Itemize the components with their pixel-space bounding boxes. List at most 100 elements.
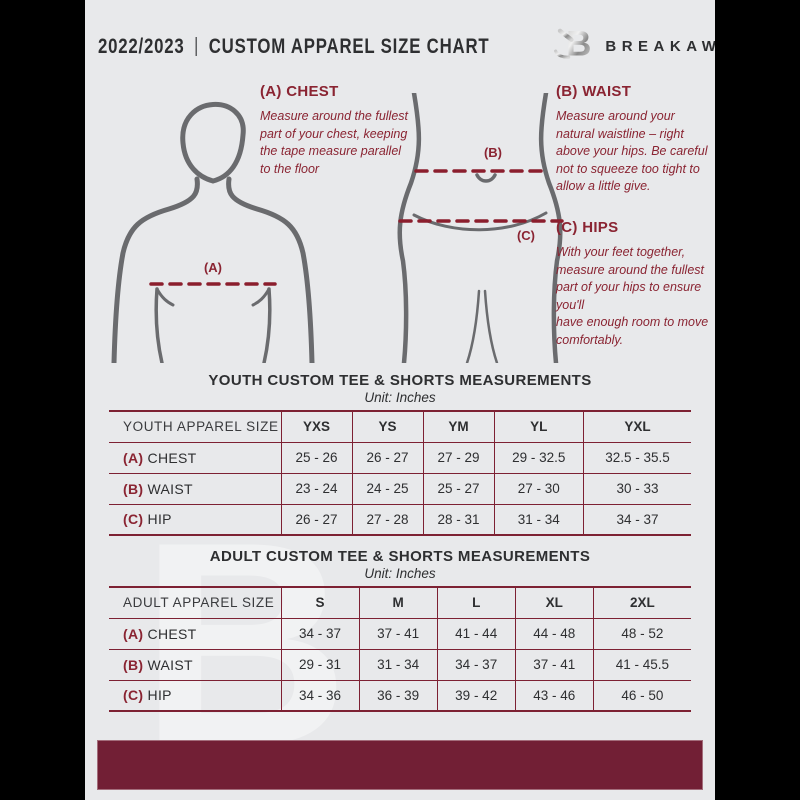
row-label-prefix: (B) [123,480,144,497]
waist-instruction-text: Measure around your natural waistline – … [556,109,708,193]
measurement-value-cell: 25 - 26 [280,442,352,474]
measurement-value-cell: 39 - 42 [436,680,516,711]
table-row: (A) CHEST 25 - 26 26 - 27 27 - 29 29 - 32.5 3… [109,442,691,474]
measurement-value-cell: 37 - 41 [514,649,594,681]
row-label-prefix: (B) [123,656,144,673]
row-label-text: HIP [147,511,172,528]
measurement-value-cell: 37 - 41 [358,618,438,650]
table-row: (B) WAIST 29 - 31 31 - 34 34 - 37 37 - 41 41 … [109,649,691,681]
measurement-diagrams: (A) (B) (C) (A) CHES [85,73,715,368]
size-column-header: 2XL [592,587,691,619]
row-label-prefix: (A) [123,449,144,466]
season-label: 2022/2023 [97,34,185,58]
table-row: (B) WAIST 23 - 24 24 - 25 25 - 27 27 - 30 30 … [109,473,691,505]
measurement-row-label: (C) HIP [109,680,281,711]
header-title-group: 2022/2023 | CUSTOM APPAREL SIZE CHART [98,35,490,59]
breakaway-b-logo-icon: B [553,24,595,69]
youth-table-section: YOUTH CUSTOM TEE & SHORTS MEASUREMENTS U… [85,372,715,536]
row-label-text: WAIST [147,656,193,673]
hips-instruction-block: (C) HIPS With your feet together, measur… [556,219,715,349]
size-column-header: M [358,587,438,619]
measurement-value-cell: 24 - 25 [351,473,423,505]
youth-size-table: YOUTH APPAREL SIZE YXS YS YM YL YXL (A) CHEST 2… [109,410,691,536]
measurement-value-cell: 32.5 - 35.5 [583,442,691,474]
measurement-value-cell: 23 - 24 [280,473,352,505]
adult-table-section: ADULT CUSTOM TEE & SHORTS MEASUREMENTS U… [85,548,715,712]
apparel-size-column-header: YOUTH APPAREL SIZE [109,411,281,443]
measurement-value-cell: 46 - 50 [592,680,691,711]
footer-bar [97,740,703,790]
measurement-value-cell: 25 - 27 [422,473,494,505]
page-header: 2022/2023 | CUSTOM APPAREL SIZE CHART [85,0,715,69]
table-row: (C) HIP 34 - 36 36 - 39 39 - 42 43 - 46 46 - … [109,680,691,711]
measurement-value-cell: 34 - 36 [280,680,360,711]
chest-line-label: (A) [204,260,222,275]
adult-table-title: ADULT CUSTOM TEE & SHORTS MEASUREMENTS [209,548,591,565]
measurement-value-cell: 43 - 46 [514,680,594,711]
measurement-row-label: (A) CHEST [109,618,281,650]
measurement-value-cell: 34 - 37 [583,504,691,535]
size-chart-page: B 2022/2023 | CUSTOM APPAREL SIZE CHART [85,0,715,800]
measurement-value-cell: 26 - 27 [351,442,423,474]
table-row: (C) HIP 26 - 27 27 - 28 28 - 31 31 - 34 34 - … [109,504,691,535]
row-label-text: CHEST [147,449,197,466]
table-row: (A) CHEST 34 - 37 37 - 41 41 - 44 44 - 48 48 … [109,618,691,650]
measurement-value-cell: 30 - 33 [583,473,691,505]
size-column-header: YS [351,411,423,443]
svg-text:B: B [567,24,592,63]
waist-hips-figure: (B) (C) [390,90,570,368]
youth-table-unit: Unit: Inches [364,390,436,405]
measurement-value-cell: 31 - 34 [493,504,584,535]
page-title: CUSTOM APPAREL SIZE CHART [208,34,490,58]
measurement-value-cell: 41 - 44 [436,618,516,650]
measurement-row-label: (A) CHEST [109,442,281,474]
row-label-prefix: (A) [123,625,144,642]
adult-table-unit: Unit: Inches [364,566,436,581]
chest-instruction-title: (A) CHEST [260,83,339,100]
row-label-prefix: (C) [123,687,144,704]
apparel-size-column-header: ADULT APPAREL SIZE [109,587,281,619]
size-column-header: XL [514,587,594,619]
measurement-value-cell: 29 - 31 [280,649,360,681]
measurement-value-cell: 28 - 31 [422,504,494,535]
measurement-row-label: (C) HIP [109,504,281,535]
row-label-text: WAIST [147,480,193,497]
measurement-value-cell: 31 - 34 [358,649,438,681]
measurement-value-cell: 29 - 32.5 [493,442,584,474]
waist-instruction-title: (B) WAIST [556,83,632,100]
measurement-row-label: (B) WAIST [109,649,281,681]
hips-instruction-text: With your feet together, measure around … [556,245,709,347]
measurement-value-cell: 48 - 52 [592,618,691,650]
measurement-row-label: (B) WAIST [109,473,281,505]
measurement-value-cell: 44 - 48 [514,618,594,650]
measurement-value-cell: 26 - 27 [280,504,352,535]
adult-size-table: ADULT APPAREL SIZE S M L XL 2XL (A) CHEST 34 - … [109,586,691,712]
row-label-prefix: (C) [123,511,144,528]
hips-instruction-title: (C) HIPS [556,219,619,236]
measurement-value-cell: 36 - 39 [358,680,438,711]
measurement-value-cell: 34 - 37 [280,618,360,650]
measurement-value-cell: 41 - 45.5 [592,649,691,681]
brand-name: BREAKAWAY [605,38,715,55]
size-column-header: L [436,587,516,619]
size-column-header: YXS [280,411,352,443]
row-label-text: HIP [147,687,172,704]
size-column-header: S [280,587,360,619]
measurement-value-cell: 27 - 28 [351,504,423,535]
size-column-header: YL [493,411,584,443]
chest-figure: (A) [105,73,315,368]
waist-line-label: (B) [484,145,502,160]
size-column-header: YM [422,411,494,443]
measurement-value-cell: 27 - 29 [422,442,494,474]
header-divider: | [194,35,200,57]
measurement-value-cell: 34 - 37 [436,649,516,681]
chest-instruction-block: (A) CHEST Measure around the fullest par… [260,83,410,178]
measurement-value-cell: 27 - 30 [493,473,584,505]
brand-lockup: B BREAKAWAY [553,24,715,69]
row-label-text: CHEST [147,625,197,642]
chest-instruction-text: Measure around the fullest part of your … [260,109,409,176]
hips-line-label: (C) [517,228,535,243]
size-column-header: YXL [583,411,691,443]
youth-table-title: YOUTH CUSTOM TEE & SHORTS MEASUREMENTS [208,372,592,389]
waist-instruction-block: (B) WAIST Measure around your natural wa… [556,83,710,196]
